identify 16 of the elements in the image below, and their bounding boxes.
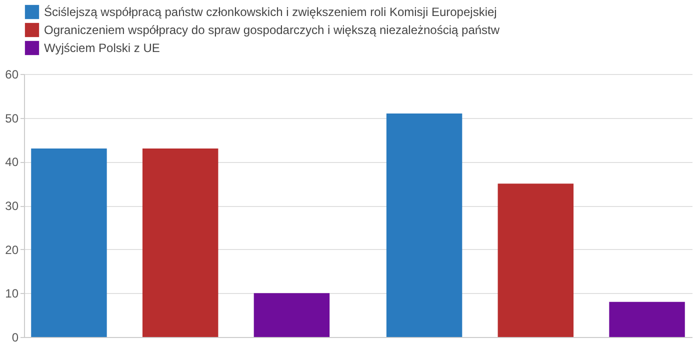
y-tick-label: 60 — [5, 68, 19, 82]
bar — [254, 293, 330, 337]
bar — [609, 302, 685, 337]
legend-label: Wyjściem Polski z UE — [44, 41, 160, 55]
bar — [31, 148, 107, 337]
legend-label: Ściślejszą współpracą państw członkowskich i zwiększeniem roli Komisji Europejskiej — [44, 5, 497, 19]
y-tick-label: 20 — [5, 242, 19, 257]
bar — [386, 113, 462, 337]
y-tick-label: 0 — [12, 330, 19, 344]
y-tick-label: 10 — [5, 286, 19, 301]
y-tick-label: 30 — [5, 199, 19, 213]
legend-label: Ograniczeniem współpracy do spraw gospodarczych i większą niezależnością państw — [44, 23, 500, 37]
y-tick-label: 40 — [5, 155, 19, 170]
bar — [498, 184, 574, 337]
bar — [142, 148, 218, 337]
y-tick-label: 50 — [5, 111, 19, 126]
